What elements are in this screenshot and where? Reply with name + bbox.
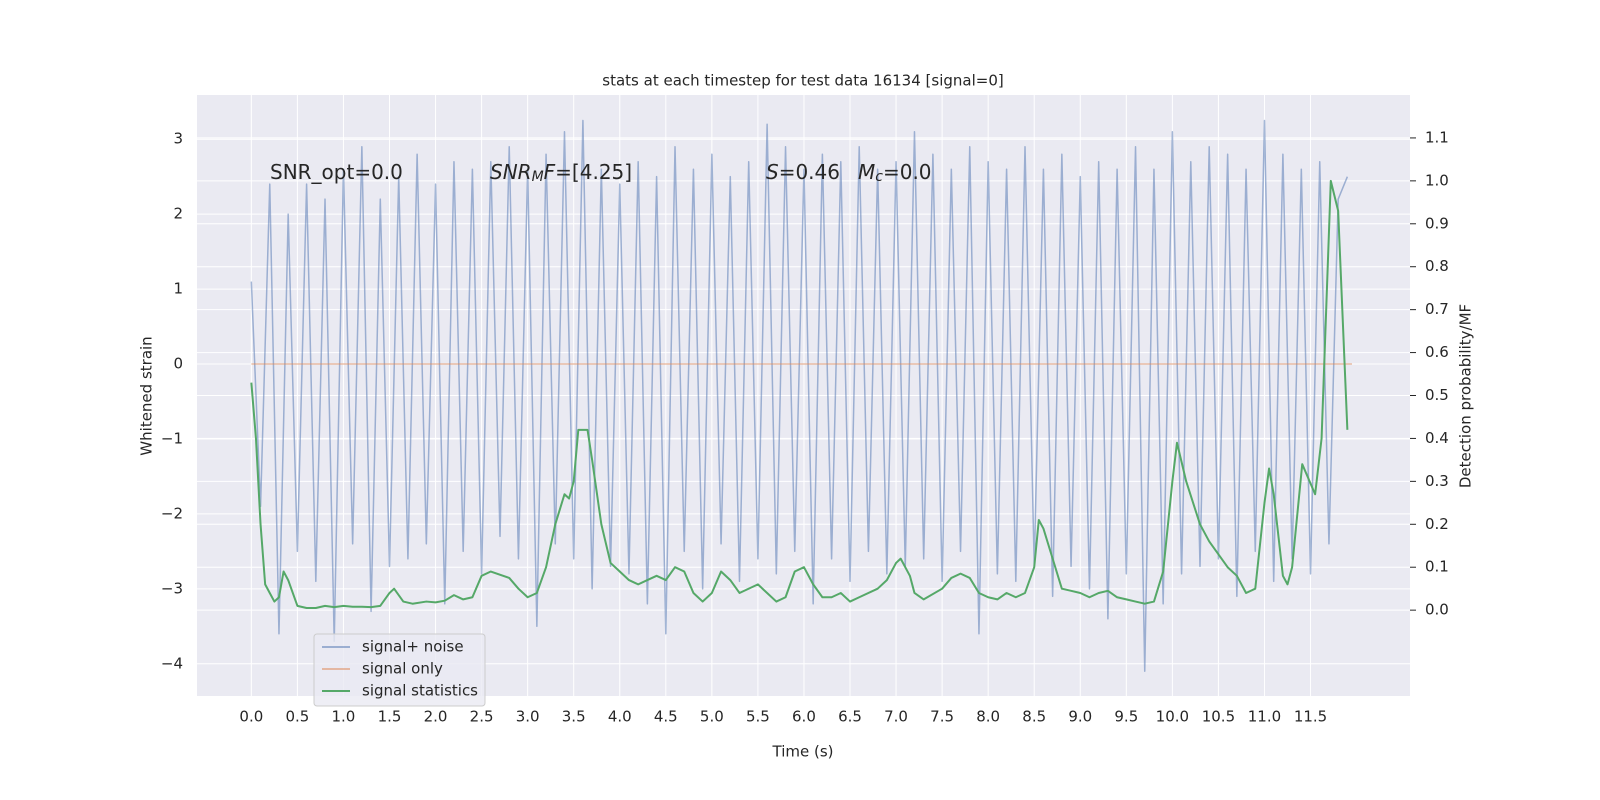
annotation-part: M (858, 160, 875, 184)
x-tick-label: 4.5 (654, 708, 678, 726)
annotation-part: SNR (490, 160, 532, 184)
x-tick-label: 7.5 (930, 708, 954, 726)
y-tick-label: −4 (161, 654, 183, 672)
series-line (250, 179, 1349, 609)
y2-tick-label: 0.4 (1425, 429, 1449, 447)
series-line (250, 119, 1349, 673)
x-tick-label: 4.0 (608, 708, 632, 726)
y-tick-label: −3 (161, 579, 183, 597)
x-tick-label: 2.5 (470, 708, 494, 726)
y2-tick-label: 0.0 (1425, 601, 1449, 619)
annotation: Mc=0.0 (858, 160, 932, 185)
y-tick-label: 1 (173, 280, 183, 298)
x-tick-label: 10.5 (1202, 708, 1235, 726)
y-tick-label: −1 (161, 429, 183, 447)
annotation-part: F (544, 160, 556, 184)
annotation-part: M (532, 169, 544, 185)
annotation: SNRMF=[4.25] (490, 160, 632, 185)
x-tick-label: 6.5 (838, 708, 862, 726)
x-tick-label: 6.0 (792, 708, 816, 726)
x-tick-label: 10.0 (1156, 708, 1189, 726)
x-tick-label: 1.5 (378, 708, 402, 726)
annotation-part: S (766, 160, 779, 184)
x-tick-label: 0.0 (239, 708, 263, 726)
x-tick-label: 9.5 (1114, 708, 1138, 726)
legend-label: signal only (362, 660, 443, 678)
y2-tick-label: 0.1 (1425, 558, 1449, 576)
y2-tick-label: 1.1 (1425, 128, 1449, 146)
x-tick-label: 3.0 (516, 708, 540, 726)
chart-title: stats at each timestep for test data 161… (602, 72, 1003, 90)
legend-box (313, 633, 486, 707)
x-tick-label: 11.5 (1294, 708, 1327, 726)
y2-tick-label: 0.2 (1425, 515, 1449, 533)
legend-label: signal+ noise (362, 638, 464, 656)
x-tick-label: 3.5 (562, 708, 586, 726)
x-tick-label: 5.0 (700, 708, 724, 726)
x-tick-label: 0.5 (285, 708, 309, 726)
x-tick-label: 7.0 (884, 708, 908, 726)
annotation-part: =0.46 (779, 160, 840, 184)
x-tick-label: 9.0 (1068, 708, 1092, 726)
annotation: S=0.46 (766, 160, 840, 184)
x-tick-label: 5.5 (746, 708, 770, 726)
annotation: SNR_opt=0.0 (270, 160, 403, 184)
x-tick-label: 1.0 (332, 708, 356, 726)
x-tick-label: 2.0 (424, 708, 448, 726)
y-tick-label: 2 (173, 205, 183, 223)
x-tick-label: 8.5 (1022, 708, 1046, 726)
y2-tick-label: 0.3 (1425, 472, 1449, 490)
y-axis-label: Whitened strain (138, 336, 156, 455)
x-axis-label: Time (s) (772, 743, 834, 761)
y-tick-label: 3 (173, 130, 183, 148)
y2-tick-label: 0.9 (1425, 214, 1449, 232)
annotation-part: SNR_opt=0.0 (270, 160, 403, 184)
annotation-part: =0.0 (883, 160, 932, 184)
y2-tick-label: 0.7 (1425, 300, 1449, 318)
annotation-part: c (875, 169, 883, 185)
y2-tick-label: 0.8 (1425, 257, 1449, 275)
y2-tick-label: 0.6 (1425, 343, 1449, 361)
annotation-part: =[4.25] (555, 160, 632, 184)
y-tick-label: 0 (173, 355, 183, 373)
y2-axis-label: Detection probability/MF (1457, 304, 1475, 488)
legend-label: signal statistics (362, 682, 478, 700)
x-tick-label: 11.0 (1248, 708, 1281, 726)
y2-tick-label: 1.0 (1425, 171, 1449, 189)
x-tick-label: 8.0 (976, 708, 1000, 726)
y-tick-label: −2 (161, 504, 183, 522)
y2-tick-label: 0.5 (1425, 386, 1449, 404)
